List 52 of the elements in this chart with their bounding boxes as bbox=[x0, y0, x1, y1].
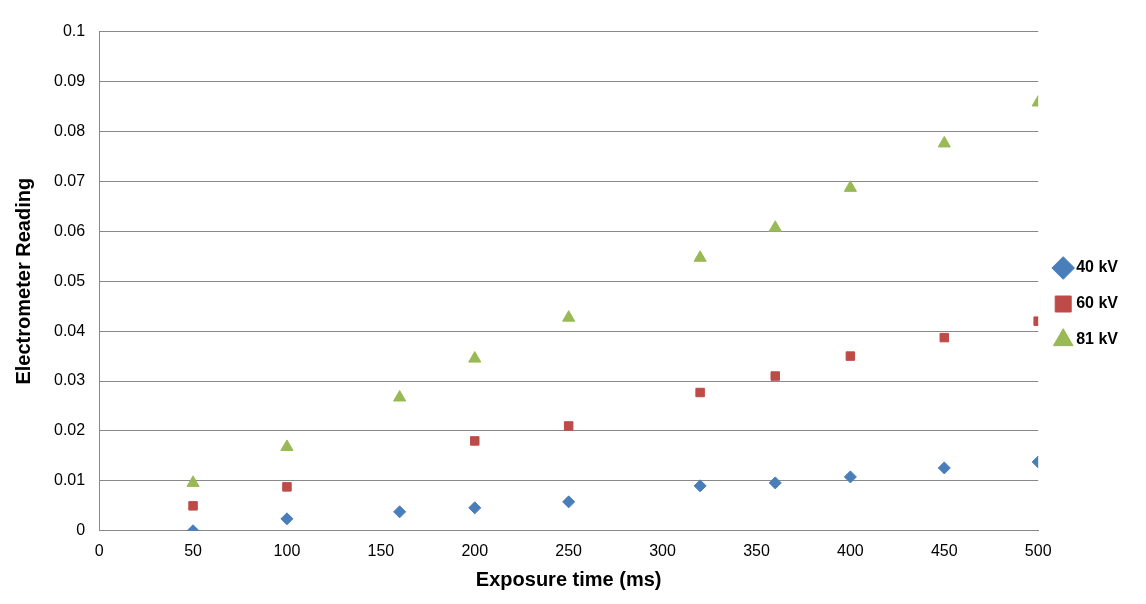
point bbox=[562, 310, 576, 322]
y-tick-label: 0.06 bbox=[54, 221, 86, 239]
legend-label: 81 kV bbox=[1076, 330, 1119, 348]
legend-label: 40 kV bbox=[1076, 258, 1119, 276]
x-tick-label: 50 bbox=[184, 541, 203, 559]
point bbox=[282, 482, 292, 492]
point bbox=[843, 180, 857, 192]
x-tick-label: 0 bbox=[94, 541, 104, 559]
point bbox=[939, 332, 950, 343]
x-tick-label: 300 bbox=[649, 541, 677, 559]
point bbox=[562, 495, 576, 509]
point bbox=[470, 436, 480, 446]
x-tick-label: 500 bbox=[1024, 541, 1052, 559]
y-tick-label: 0 bbox=[76, 521, 86, 539]
point bbox=[563, 421, 574, 431]
point bbox=[937, 135, 951, 148]
point bbox=[768, 476, 782, 490]
x-tick-label: 400 bbox=[837, 541, 864, 559]
y-tick-label: 0.07 bbox=[54, 171, 86, 189]
point bbox=[468, 351, 482, 363]
point bbox=[280, 512, 294, 526]
point bbox=[845, 351, 856, 361]
point bbox=[843, 470, 857, 484]
point bbox=[937, 461, 951, 475]
y-tick-label: 0.1 bbox=[62, 22, 86, 40]
point bbox=[695, 387, 705, 398]
point bbox=[770, 371, 780, 381]
point bbox=[768, 220, 782, 232]
legend-label: 60 kV bbox=[1076, 294, 1119, 312]
x-tick-label: 450 bbox=[930, 541, 958, 559]
y-tick-label: 0.05 bbox=[54, 271, 86, 289]
point bbox=[693, 250, 707, 262]
y-tick-label: 0.09 bbox=[54, 71, 86, 89]
point bbox=[693, 479, 707, 493]
y-tick-label: 0.04 bbox=[54, 321, 86, 339]
x-tick-label: 250 bbox=[555, 541, 583, 559]
x-axis-title: Exposure time (ms) bbox=[475, 567, 662, 590]
x-tick-label: 100 bbox=[273, 541, 301, 559]
x-tick-label: 350 bbox=[743, 541, 770, 559]
point bbox=[188, 501, 198, 511]
x-tick-label: 150 bbox=[367, 541, 395, 559]
point bbox=[280, 439, 294, 451]
point bbox=[393, 505, 407, 519]
point bbox=[468, 501, 482, 515]
y-axis-title: Electrometer Reading bbox=[11, 177, 34, 385]
point bbox=[186, 475, 200, 487]
y-tick-label: 0.02 bbox=[54, 421, 86, 439]
x-tick-label: 200 bbox=[461, 541, 489, 559]
point bbox=[393, 390, 407, 402]
y-tick-label: 0.01 bbox=[54, 471, 86, 489]
y-tick-label: 0.03 bbox=[54, 371, 86, 389]
y-tick-label: 0.08 bbox=[54, 121, 86, 139]
